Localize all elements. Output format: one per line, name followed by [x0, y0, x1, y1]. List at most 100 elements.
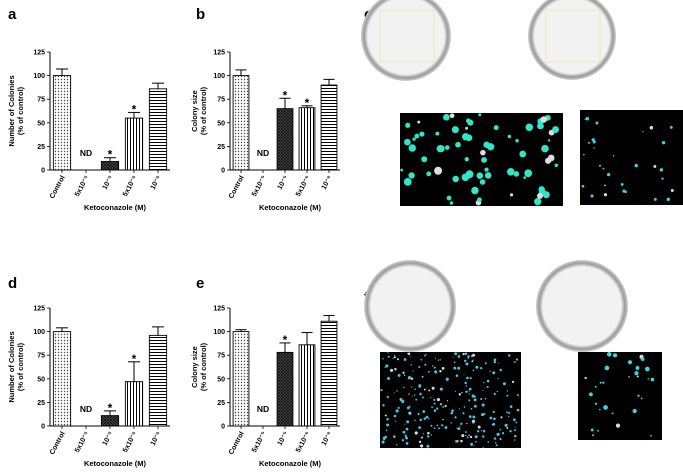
colony-spot — [420, 436, 424, 439]
dish-photo — [361, 0, 451, 81]
colony-spot — [427, 431, 430, 435]
colony-spot — [477, 425, 481, 429]
colony-spot — [650, 434, 652, 437]
colony-spot — [438, 427, 440, 430]
colony-spot — [405, 122, 411, 128]
colony-spot — [506, 426, 509, 429]
colony-spot — [592, 434, 595, 437]
colony-spot — [434, 357, 437, 359]
colony-spot — [386, 423, 390, 427]
colony-spot — [457, 427, 461, 431]
colony-spot — [484, 167, 489, 172]
colony-spot — [513, 429, 516, 432]
colony-spot — [419, 392, 422, 396]
colony-spot — [421, 156, 428, 163]
colony-spot — [401, 399, 405, 404]
bar — [148, 334, 168, 427]
colony-spot — [468, 434, 471, 437]
colony-spot — [463, 406, 466, 408]
colony-spot — [464, 381, 467, 385]
colony-spot — [493, 125, 499, 131]
colony-spot — [386, 395, 389, 398]
colony-spot — [476, 172, 484, 179]
colony-spot — [425, 353, 427, 355]
colony-spot — [669, 125, 673, 129]
bar — [320, 84, 338, 171]
colony-spot — [390, 368, 394, 372]
bar — [276, 108, 294, 171]
colony-spot — [595, 121, 599, 125]
colony-spot — [602, 381, 605, 384]
colony-spot — [465, 170, 474, 179]
colony-spot — [592, 140, 596, 144]
colony-spot — [458, 393, 462, 396]
colony-spot — [393, 392, 395, 394]
colony-spot — [659, 168, 664, 172]
colony-spot — [463, 374, 465, 376]
colony-spot — [475, 440, 477, 443]
x-tick-label: 10⁻⁶ — [150, 175, 163, 191]
x-tick-label: 10⁻⁵ — [102, 431, 115, 447]
colony-spot — [486, 143, 495, 151]
colony-spot — [649, 126, 654, 130]
colony-spot — [430, 424, 433, 427]
colony-spot — [460, 439, 463, 443]
bar — [320, 320, 338, 427]
colony-spot — [483, 381, 485, 384]
colony-spot — [384, 414, 387, 417]
annotation: ND — [257, 148, 269, 158]
x-tick-label: 5x10⁻⁶ — [295, 175, 312, 198]
colony-spot — [473, 445, 475, 447]
colony-spot — [519, 150, 527, 158]
x-tick-label: 5x10⁻⁵ — [251, 175, 268, 198]
colony-spot — [468, 387, 472, 391]
colony-spot — [428, 389, 431, 392]
colony-spot — [408, 393, 410, 395]
colony-spot — [541, 144, 549, 153]
y-tick-label: 125 — [213, 306, 225, 313]
colony-spot — [455, 439, 458, 443]
colony-spot — [444, 426, 448, 429]
colony-spot — [414, 419, 416, 422]
x-tick-label: 5x10⁻⁶ — [295, 431, 312, 454]
colony-spot — [647, 378, 649, 380]
colony-spot — [477, 197, 482, 203]
colony-spot — [542, 191, 550, 199]
colony-spot — [465, 126, 468, 130]
colony-spot — [433, 398, 436, 402]
colony-spot — [418, 365, 421, 368]
colony-spot — [457, 355, 461, 358]
colony-spot — [661, 177, 664, 180]
colony-spot — [403, 177, 412, 186]
colony-spot — [422, 410, 426, 413]
bar — [124, 381, 144, 427]
colony-spot — [599, 381, 602, 384]
colony-spot — [495, 444, 498, 447]
colony-spot — [584, 118, 586, 121]
colony-spot — [508, 411, 511, 415]
colony-spot — [451, 409, 454, 412]
colony-spot — [484, 172, 492, 179]
colony-spot — [434, 166, 443, 175]
colony-spot — [584, 376, 587, 380]
colony-spot — [437, 359, 439, 361]
colony-spot — [397, 373, 401, 377]
y-axis-label: Colony size — [190, 90, 199, 132]
colony-spot — [513, 418, 516, 422]
annotation: ND — [257, 404, 269, 414]
colony-spot — [536, 192, 543, 199]
annotation: * — [132, 352, 137, 366]
annotation: * — [283, 333, 288, 347]
colony-spot — [483, 413, 486, 416]
colony-spot — [622, 189, 626, 193]
colony-spot — [410, 364, 412, 366]
colony-spot — [454, 416, 457, 419]
colony-spot — [489, 416, 493, 420]
colony-spot — [464, 359, 467, 363]
colony-spot — [439, 370, 442, 373]
colony-spot — [414, 431, 418, 435]
colony-spot — [482, 430, 486, 433]
colony-spot — [491, 424, 494, 426]
colony-spot — [454, 390, 457, 392]
